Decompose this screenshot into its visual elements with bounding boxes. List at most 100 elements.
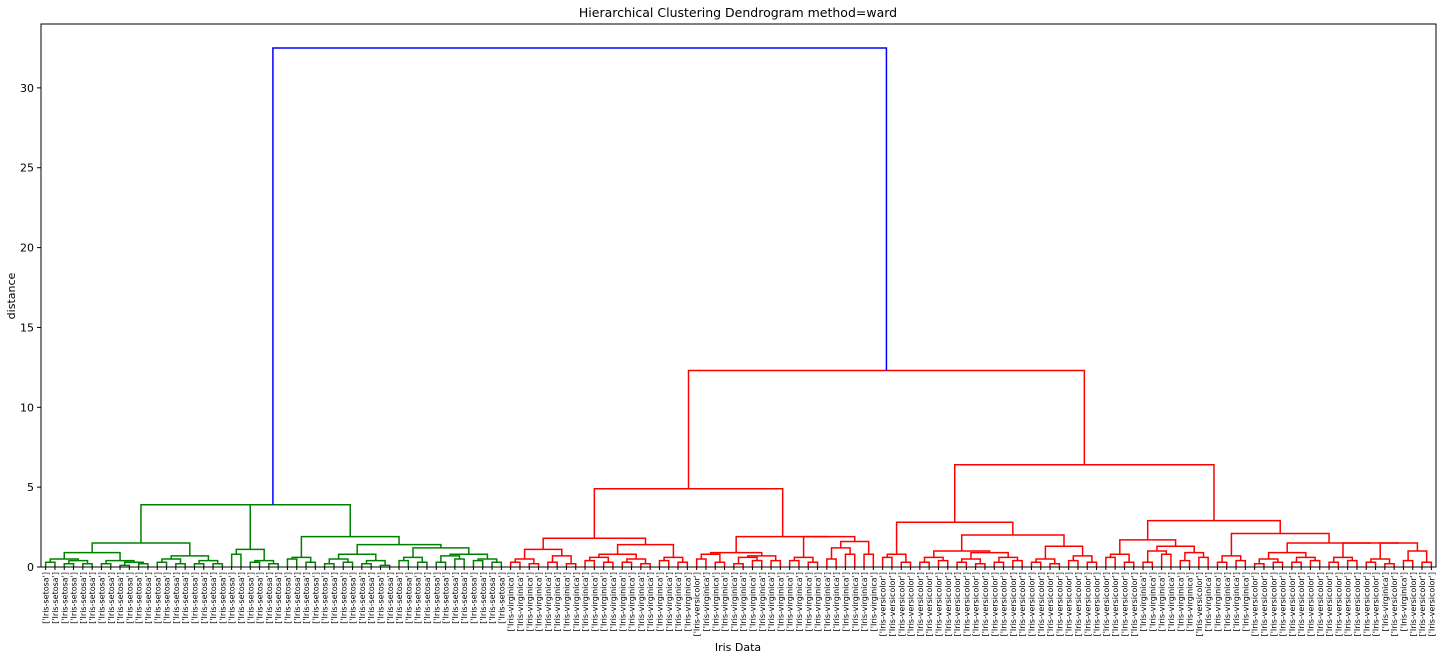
leaf-label: ['Iris-virginica'] xyxy=(646,572,655,631)
leaf-label: ['Iris-virginica'] xyxy=(1232,572,1241,631)
dendrogram-link xyxy=(1030,561,1042,567)
leaf-label: ['Iris-setosa'] xyxy=(163,572,172,624)
leaf-label: ['Iris-setosa'] xyxy=(479,572,488,624)
leaf-label: ['Iris-setosa'] xyxy=(135,572,144,624)
leaf-label: ['Iris-versicolor'] xyxy=(1353,572,1362,636)
leaf-label: ['Iris-versicolor'] xyxy=(981,572,990,636)
leaf-label: ['Iris-virginica'] xyxy=(869,572,878,631)
leaf-label: ['Iris-versicolor'] xyxy=(1251,572,1260,636)
dendrogram-link xyxy=(598,553,637,560)
dendrogram-link xyxy=(291,556,312,563)
dendrogram-link xyxy=(361,563,372,567)
leaf-label: ['Iris-setosa'] xyxy=(330,572,339,624)
dendrogram-link xyxy=(1365,561,1377,567)
leaf-label: ['Iris-versicolor'] xyxy=(944,572,953,636)
dendrogram-link xyxy=(342,561,354,567)
leaf-label: ['Iris-virginica'] xyxy=(814,572,823,631)
dendrogram-link xyxy=(735,535,830,553)
dendrogram-link xyxy=(1086,561,1098,567)
dendrogram-link xyxy=(1230,532,1330,556)
dendrogram-link xyxy=(254,559,275,564)
dendrogram-link xyxy=(268,563,279,567)
leaf-label: ['Iris-setosa'] xyxy=(349,572,358,624)
leaf-label: ['Iris-versicolor'] xyxy=(1009,572,1018,636)
dendrogram-link xyxy=(998,556,1019,563)
dendrogram-link xyxy=(1198,556,1209,567)
leaf-label: ['Iris-virginica'] xyxy=(618,572,627,631)
leaf-label: ['Iris-versicolor'] xyxy=(1195,572,1204,636)
dendrogram-link xyxy=(881,556,893,567)
dendrogram-link xyxy=(161,558,182,564)
leaf-label: ['Iris-versicolor'] xyxy=(1297,572,1306,636)
leaf-label: ['Iris-virginica'] xyxy=(776,572,785,631)
dendrogram-link xyxy=(1286,542,1371,553)
leaf-label: ['Iris-virginica'] xyxy=(609,572,618,631)
dendrogram-link xyxy=(584,559,596,567)
leaf-label: ['Iris-setosa'] xyxy=(218,572,227,624)
dendrogram-link xyxy=(1123,561,1135,567)
dendrogram-link xyxy=(1421,561,1433,567)
dendrogram-link xyxy=(175,563,186,567)
leaf-label: ['Iris-versicolor'] xyxy=(1093,572,1102,636)
dendrogram-link xyxy=(365,559,386,566)
leaf-label: ['Iris-versicolor'] xyxy=(888,572,897,636)
leaf-label: ['Iris-setosa'] xyxy=(88,572,97,624)
leaf-label: ['Iris-setosa'] xyxy=(293,572,302,624)
leaf-label: ['Iris-virginica'] xyxy=(1204,572,1213,631)
dendrogram-link xyxy=(1258,558,1279,564)
leaf-label: ['Iris-versicolor'] xyxy=(925,572,934,636)
leaf-label: ['Iris-setosa'] xyxy=(246,572,255,624)
dendrogram-link xyxy=(747,555,777,561)
leaf-label: ['Iris-versicolor'] xyxy=(879,572,888,636)
leaf-label: ['Iris-virginica'] xyxy=(535,572,544,631)
leaf-label: ['Iris-virginica'] xyxy=(1176,572,1185,631)
dendrogram-link xyxy=(1384,563,1395,567)
leaf-label: ['Iris-virginica'] xyxy=(702,572,711,631)
leaf-label: ['Iris-versicolor'] xyxy=(953,572,962,636)
dendrogram-link xyxy=(123,561,145,566)
leaf-label: ['Iris-virginica'] xyxy=(507,572,516,631)
leaf-label: ['Iris-setosa'] xyxy=(79,572,88,624)
leaf-label: ['Iris-versicolor'] xyxy=(1083,572,1092,636)
dendrogram-link xyxy=(82,563,93,567)
dendrogram-link xyxy=(542,537,647,550)
dendrogram-link xyxy=(105,559,135,564)
dendrogram-link xyxy=(1309,559,1321,567)
dendrogram-link xyxy=(119,564,131,567)
leaf-label: ['Iris-setosa'] xyxy=(97,572,106,624)
dendrogram-link xyxy=(737,556,758,564)
dendrogram-link xyxy=(337,553,377,561)
leaf-label: ['Iris-versicolor'] xyxy=(1018,572,1027,636)
leaf-label: ['Iris-virginica'] xyxy=(739,572,748,631)
dendrogram-link xyxy=(1146,550,1168,563)
leaf-label: ['Iris-virginica'] xyxy=(544,572,553,631)
dendrogram-link xyxy=(440,555,461,563)
leaf-label: ['Iris-setosa'] xyxy=(339,572,348,624)
dendrogram-link xyxy=(1049,563,1061,567)
leaf-label: ['Iris-setosa'] xyxy=(42,572,51,624)
dendrogram-link xyxy=(923,556,944,563)
y-tick-label: 0 xyxy=(27,561,34,574)
dendrogram-link xyxy=(593,487,784,539)
dendrogram-link xyxy=(1370,558,1391,564)
leaf-label: ['Iris-setosa'] xyxy=(51,572,60,624)
leaf-label: ['Iris-setosa'] xyxy=(209,572,218,624)
leaf-label: ['Iris-setosa'] xyxy=(386,572,395,624)
leaf-label: ['Iris-versicolor'] xyxy=(1120,572,1129,636)
leaf-label: ['Iris-versicolor'] xyxy=(1418,572,1427,636)
leaf-label: ['Iris-versicolor'] xyxy=(962,572,971,636)
leaf-label: ['Iris-versicolor'] xyxy=(1288,572,1297,636)
leaf-label: ['Iris-setosa'] xyxy=(228,572,237,624)
dendrogram-link xyxy=(793,556,814,563)
leaf-label: ['Iris-virginica'] xyxy=(730,572,739,631)
leaf-label: ['Iris-versicolor'] xyxy=(972,572,981,636)
leaf-label: ['Iris-setosa'] xyxy=(60,572,69,624)
dendrogram-link xyxy=(91,542,191,556)
leaf-label: ['Iris-setosa'] xyxy=(497,572,506,624)
dendrogram-link xyxy=(700,553,721,563)
y-tick-label: 10 xyxy=(20,401,34,414)
dendrogram-link xyxy=(626,558,647,564)
leaf-label: ['Iris-virginica'] xyxy=(665,572,674,631)
leaf-label: ['Iris-versicolor'] xyxy=(1027,572,1036,636)
leaf-label: ['Iris-setosa'] xyxy=(265,572,274,624)
